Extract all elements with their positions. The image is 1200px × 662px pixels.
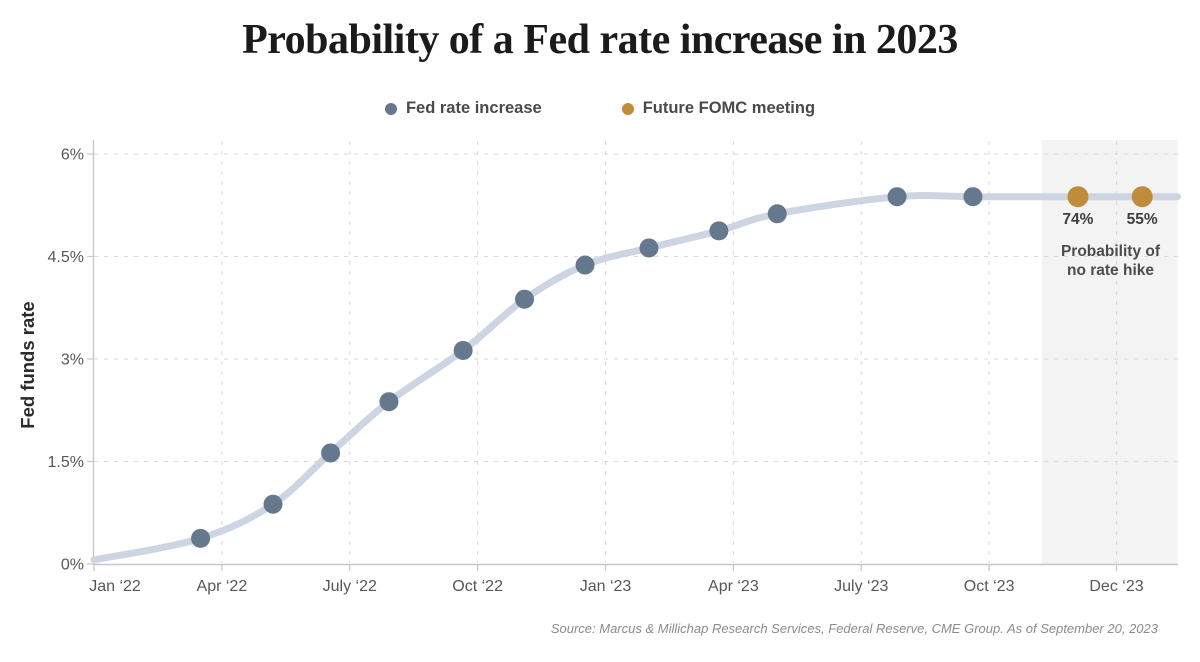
x-tick-label: Oct ‘23 [964, 578, 1015, 595]
legend-dot-icon [384, 102, 397, 115]
data-point-jul-23[interactable] [887, 187, 907, 207]
legend-item-0: Fed rate increase [384, 99, 542, 118]
probability-label: 55% [1127, 211, 1158, 228]
legend-label: Future FOMC meeting [642, 99, 816, 117]
x-tick-label: Apr ‘22 [197, 578, 248, 595]
y-axis-title: Fed funds rate [17, 301, 38, 429]
x-tick-label: Jan ‘22 [89, 578, 141, 595]
legend-item-1: Future FOMC meeting [621, 99, 816, 118]
data-point-sep-23[interactable] [963, 187, 983, 207]
y-tick-label: 6% [61, 147, 84, 164]
data-point-nov-22[interactable] [515, 289, 535, 309]
no-rate-hike-note: Probability of no rate hike [1060, 243, 1161, 279]
axes [92, 140, 1178, 566]
data-point-jun-22[interactable] [321, 443, 341, 463]
data-point-mar-22[interactable] [191, 528, 211, 548]
y-tick-label: 0% [61, 557, 84, 574]
data-point-dec-22[interactable] [575, 255, 595, 275]
x-tick-label: Jan ‘23 [580, 578, 632, 595]
legend-label: Fed rate increase [405, 99, 542, 117]
data-point-dec-23[interactable] [1131, 186, 1153, 208]
page-title: Probability of a Fed rate increase in 20… [242, 17, 958, 63]
source-attribution: Source: Marcus & Millichap Research Serv… [550, 621, 1158, 636]
chart-legend: Fed rate increase Future FOMC meeting [0, 99, 1200, 118]
x-tick-label: July ‘22 [323, 578, 377, 595]
x-tick-label: Apr ‘23 [708, 578, 759, 595]
future-region [1041, 140, 1178, 564]
x-tick-label: Oct ‘22 [452, 578, 503, 595]
y-tick-label: 3% [61, 352, 84, 369]
y-tick-label: 1.5% [48, 454, 84, 471]
rate-line [90, 191, 1182, 564]
y-tick-label: 4.5% [48, 249, 84, 266]
x-tick-label: July ‘23 [834, 578, 888, 595]
probability-label: 74% [1062, 211, 1093, 228]
data-point-sep-22[interactable] [453, 340, 473, 360]
data-point-nov-23[interactable] [1067, 186, 1089, 208]
data-point-feb-23[interactable] [639, 238, 659, 258]
data-point-jul-22[interactable] [379, 392, 399, 412]
legend-dot-icon [621, 102, 634, 115]
data-point-mar-23[interactable] [709, 221, 729, 241]
data-point-may-23[interactable] [767, 204, 787, 224]
x-tick-label: Dec ‘23 [1089, 578, 1143, 595]
data-point-may-22[interactable] [263, 494, 283, 514]
